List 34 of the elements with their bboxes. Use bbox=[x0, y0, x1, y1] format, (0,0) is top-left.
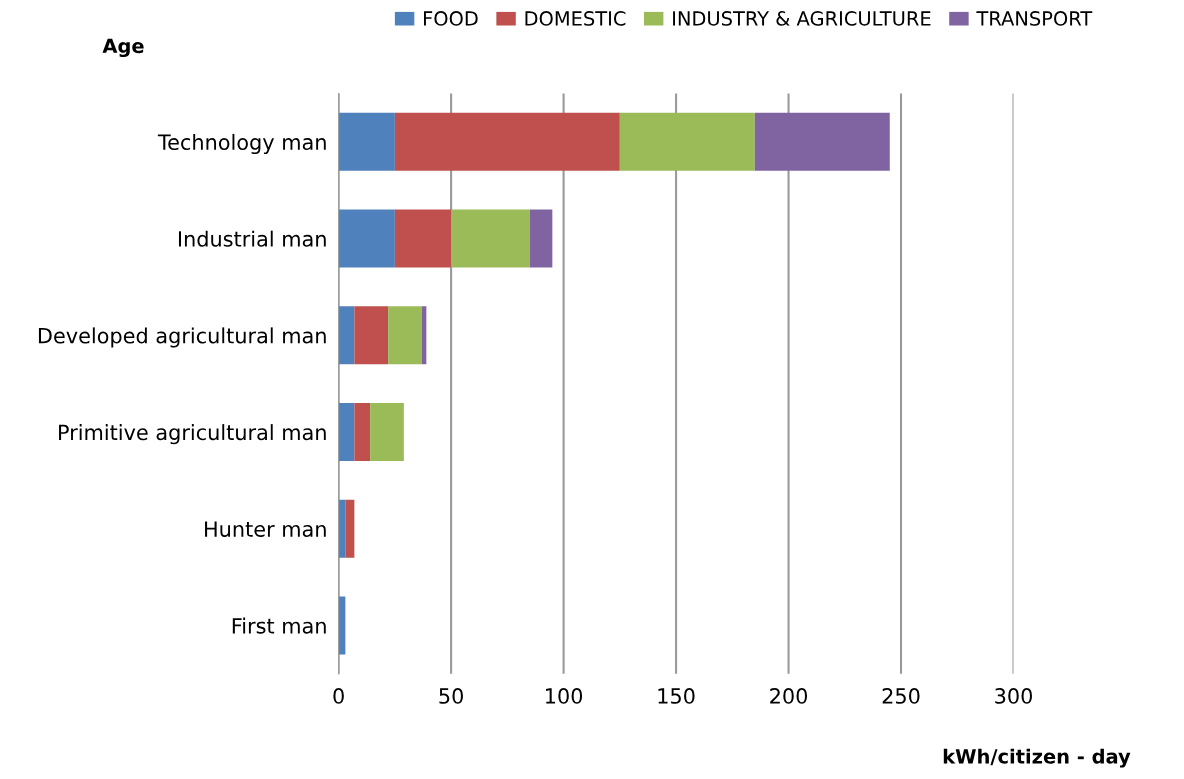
x-tick-label: 100 bbox=[545, 688, 583, 704]
y-tick-label: First man bbox=[232, 617, 326, 634]
bar bbox=[754, 112, 890, 171]
bar bbox=[451, 209, 530, 268]
bar bbox=[370, 403, 404, 462]
bar bbox=[394, 112, 620, 171]
x-tick-label: 300 bbox=[995, 688, 1032, 704]
bar bbox=[388, 306, 422, 365]
x-axis-title: kWh/citizen - day bbox=[943, 748, 1131, 768]
bar bbox=[338, 209, 395, 268]
bar bbox=[354, 403, 371, 462]
bar bbox=[394, 209, 452, 268]
bar bbox=[338, 112, 395, 171]
legend-label: FOOD bbox=[424, 11, 478, 26]
bar bbox=[529, 209, 553, 268]
legend-label: TRANSPORT bbox=[976, 11, 1093, 26]
y-axis-title: Age bbox=[102, 38, 144, 58]
y-tick-label: Primitive agricultural man bbox=[59, 424, 326, 445]
y-tick-label: Industrial man bbox=[178, 230, 326, 247]
y-tick-label: Developed agricultural man bbox=[38, 327, 326, 348]
legend-label: DOMESTIC bbox=[525, 11, 626, 26]
x-tick-label: 0 bbox=[333, 688, 344, 704]
bar bbox=[345, 499, 355, 558]
bar bbox=[338, 306, 355, 365]
x-tick-label: 50 bbox=[439, 688, 463, 704]
x-tick-label: 250 bbox=[882, 688, 920, 704]
x-tick-label: 200 bbox=[770, 688, 808, 704]
y-tick-label: Technology man bbox=[157, 133, 326, 155]
bar bbox=[619, 112, 755, 171]
bar bbox=[354, 306, 389, 365]
y-tick-label: Hunter man bbox=[205, 521, 326, 537]
x-tick-label: 150 bbox=[658, 688, 695, 704]
bar bbox=[338, 403, 355, 462]
legend-label: INDUSTRY & AGRICULTURE bbox=[673, 11, 931, 26]
